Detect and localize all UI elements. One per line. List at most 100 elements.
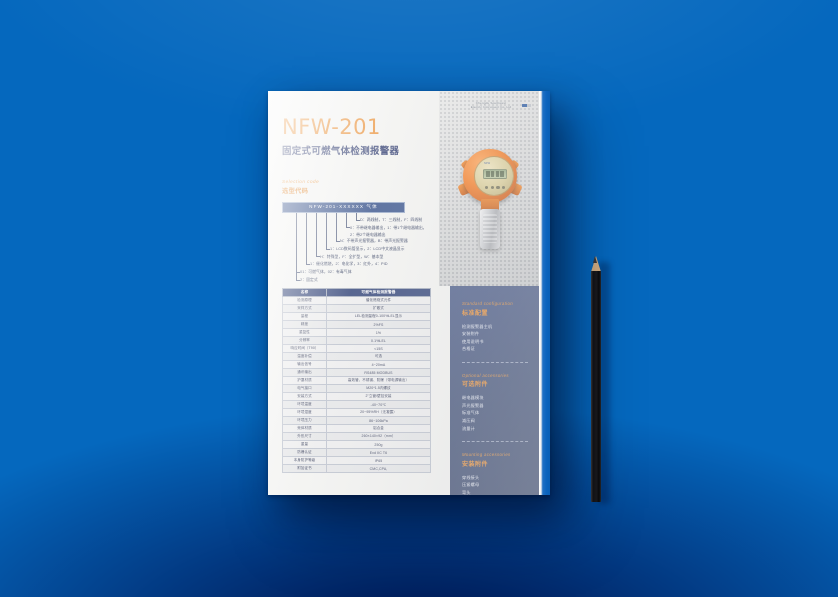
legend-row: 0：不带继电器输出，1：带1个继电器输出，	[350, 224, 427, 231]
panel-section-title-en: Standard configuration	[462, 301, 513, 306]
panel-section-title-en: Optional accessories	[462, 372, 509, 378]
brand-logo-icon	[522, 103, 531, 107]
table-row: 安装方式 2"立管/壁挂安装	[282, 392, 431, 401]
spec-name-cell: 精度	[282, 320, 327, 329]
legend-leader-line	[336, 212, 337, 241]
table-row: 外形尺寸 260×140×92（mm）	[282, 432, 431, 441]
pencil-shadow	[598, 262, 610, 504]
spec-value-cell: 2"立管/壁挂安装	[326, 392, 431, 401]
led-indicator	[496, 185, 500, 189]
spec-name-cell: 输出信号	[282, 360, 327, 369]
list-item: 弯头	[462, 489, 471, 495]
spec-value-cell: 铝合金	[326, 424, 431, 433]
spec-name-cell: 环境温度	[282, 400, 327, 409]
list-item: 流量计	[462, 425, 476, 431]
legend-label: D：两线制，T：三线制，F：四线制	[360, 217, 423, 222]
spec-name-cell: 重量	[282, 440, 327, 449]
legend-row: H：特殊型，F：全扩型，W：基本型	[320, 253, 383, 260]
selection-code-heading-cn: 选型代码	[282, 187, 309, 195]
legend-leader-line	[326, 212, 327, 249]
panel-section-title-cn: 标准配置	[462, 310, 489, 317]
list-item: 安装附件	[462, 331, 480, 337]
legend-leader-line	[306, 264, 310, 266]
legend-leader-line	[316, 256, 320, 258]
legend-row: D：两线制，T：三线制，F：四线制	[360, 217, 422, 224]
table-row: 响应时间（T90） <15S	[282, 344, 431, 353]
legend-leader-line	[316, 212, 317, 257]
legend-label: 0：不带继电器输出，1：带1个继电器输出，	[350, 225, 427, 230]
spec-value-cell: 1%	[326, 328, 431, 337]
spec-name-cell: 通讯输出	[282, 368, 327, 377]
panel-section-title-en: Mounting accessories	[462, 452, 511, 458]
table-row: 输出信号 4~20mA	[282, 360, 431, 369]
legend-label: 1：催化燃烧，2：电化学，3：红外，4：PID	[310, 262, 388, 267]
list-item: 使用说明书	[462, 338, 484, 344]
legend-row: 2：固定式	[300, 277, 318, 284]
panel-divider	[462, 361, 528, 363]
list-item: 继电器模块	[462, 395, 484, 401]
legend-leader-line	[326, 248, 330, 250]
spec-value-cell: Exd IIC T6	[326, 448, 431, 457]
table-row: 分辨率 0.1%LEL	[282, 336, 431, 345]
selection-code-heading-en: Selection code	[282, 179, 320, 184]
spec-name-cell: 环境湿度	[282, 408, 327, 417]
legend-leader-line	[346, 227, 350, 229]
panel-section-title-cn: 安装附件	[462, 461, 489, 468]
spec-value-cell: 260×140×92（mm）	[326, 432, 431, 441]
brand-name: Chengdu Southwest Electric Instrument Co…	[449, 101, 533, 110]
page-edge-band	[539, 91, 550, 495]
pencil-lead-icon	[593, 256, 598, 263]
panel-item-list: 检测报警器主机 安装附件 使用说明书 合格证	[462, 323, 539, 353]
legend-leader-line	[296, 212, 297, 280]
table-row: 环境湿度 20~95%RH（无凝露）	[282, 408, 431, 417]
table-row: 环境温度 -40~70℃	[282, 400, 431, 409]
legend-row: N：不带声光报警器，B：带声光报警器	[340, 238, 408, 245]
led-indicator	[490, 185, 494, 189]
table-row: 环境压力 86~106kPa	[282, 416, 431, 425]
spec-value-cell: 0.1%LEL	[326, 336, 431, 345]
legend-row: 1：催化燃烧，2：电化学，3：红外，4：PID	[310, 261, 388, 268]
pencil	[589, 256, 602, 502]
spec-name-cell: 采样方式	[282, 304, 327, 313]
spec-value-cell: 4~20mA	[326, 360, 431, 369]
pencil-tip-icon	[590, 256, 601, 272]
spec-value-cell: 250g	[326, 440, 431, 449]
led-indicator	[485, 185, 489, 189]
led-indicator	[502, 185, 506, 189]
selection-code-box: NFW-201-XXXXXX 气体	[282, 201, 405, 213]
spec-value-cell: M20*1.5内螺纹	[326, 384, 431, 393]
spec-name-cell: 防爆认证	[282, 448, 327, 457]
legend-label: 1：LCD数码管显示，2：LCD中文液晶显示	[330, 246, 405, 251]
lcd-segment	[486, 171, 490, 177]
legend-leader-line	[346, 212, 347, 228]
detector-housing: NFW	[463, 149, 517, 203]
legend-label: H：特殊型，F：全扩型，W：基本型	[320, 254, 384, 259]
table-row: 护罩材质 高效管、不锈钢、防爆（带电源输出）	[282, 376, 431, 385]
specification-table-body: 检测原理 催化燃烧式元件 采样方式 扩散式 量程 LEL检测量程0-100%LEL显示 精度…	[282, 296, 431, 473]
lcd-segment	[500, 171, 504, 177]
list-item: 压紧螺母	[462, 482, 480, 488]
table-row: 精度 2%FS	[282, 320, 431, 329]
table-row: 附加证书 CMC,CPA,	[282, 464, 431, 473]
spec-name-cell: 壳体材质	[282, 424, 327, 433]
spec-value-cell: LEL检测量程0-100%LEL显示	[326, 312, 431, 321]
spec-value-cell: -40~70℃	[326, 400, 431, 409]
legend-leader-line	[336, 240, 340, 242]
table-row: 防爆认证 Exd IIC T6	[282, 448, 431, 457]
spec-value-cell: 催化燃烧式元件	[326, 296, 431, 305]
table-row: 本身防护等级 IP65	[282, 456, 431, 465]
legend-leader-line	[356, 212, 357, 220]
spec-name-cell: 附加证书	[282, 464, 327, 473]
table-row: 检测原理 催化燃烧式元件	[282, 296, 431, 305]
legend-row: 1：LCD数码管显示，2：LCD中文液晶显示	[330, 246, 405, 253]
page-title: NFW-201	[282, 115, 381, 139]
table-row: 重复性 1%	[282, 328, 431, 337]
spec-name-cell: 检测原理	[282, 296, 327, 305]
legend-label: N：不带声光报警器，B：带声光报警器	[340, 238, 408, 243]
spec-name-cell: 安装方式	[282, 392, 327, 401]
panel-item-list: 继电器模块 声光报警器 标准气体 减压阀 流量计	[462, 394, 539, 432]
table-row: 重量 250g	[282, 440, 431, 449]
legend-label: 01：可燃气体，02：有毒气体	[300, 270, 352, 275]
list-item: 合格证	[462, 346, 476, 352]
